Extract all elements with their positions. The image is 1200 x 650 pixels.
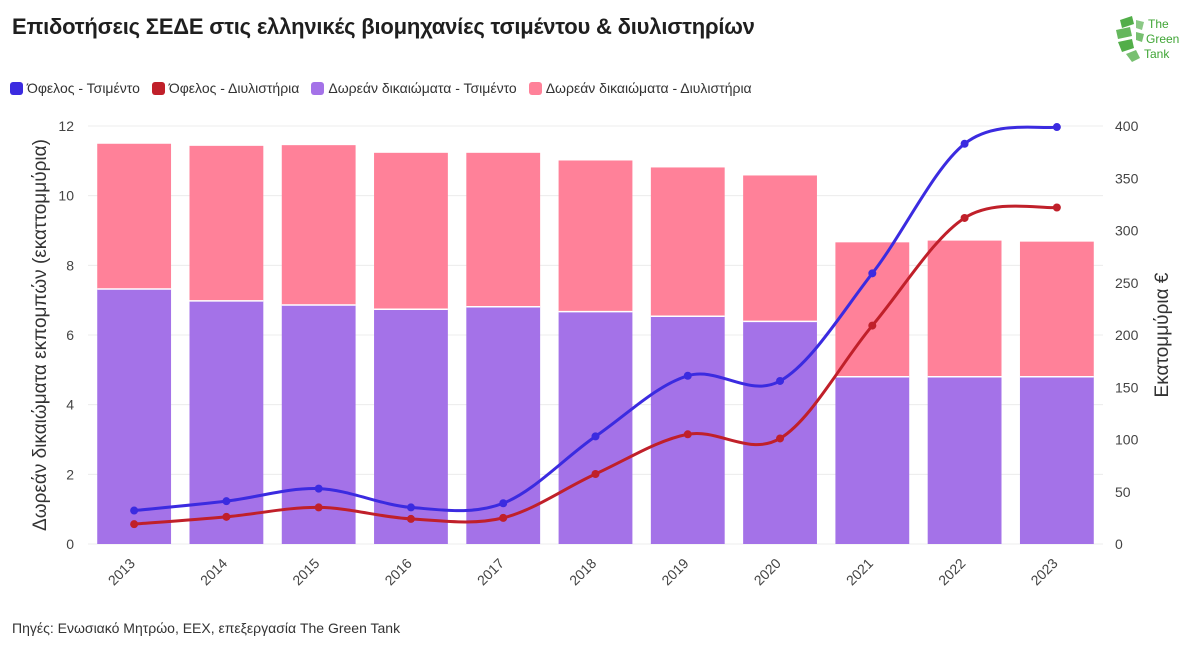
legend-swatch-refinery-benefit bbox=[151, 81, 165, 95]
bar-cement-allowances bbox=[743, 321, 817, 544]
y-tick-label: 0 bbox=[66, 536, 74, 552]
chart-title: Επιδοτήσεις ΣΕΔΕ στις ελληνικές βιομηχαν… bbox=[12, 14, 755, 39]
point-refinery-benefit bbox=[130, 520, 139, 529]
legend-swatch-refinery-allowances bbox=[528, 81, 542, 95]
point-cement-benefit bbox=[1052, 123, 1061, 132]
y2-tick-label: 350 bbox=[1115, 170, 1139, 186]
point-cement-benefit bbox=[130, 506, 139, 515]
point-refinery-benefit bbox=[406, 514, 415, 523]
point-cement-benefit bbox=[314, 484, 323, 493]
bar-refinery-allowances bbox=[97, 143, 172, 290]
y2-axis-title: Εκατομμύρια € bbox=[1152, 272, 1173, 397]
x-tick-label: 2023 bbox=[1027, 555, 1060, 588]
point-refinery-benefit bbox=[683, 430, 692, 439]
point-refinery-benefit bbox=[1052, 203, 1061, 212]
y-tick-label: 4 bbox=[66, 397, 74, 413]
bar-refinery-allowances bbox=[743, 175, 817, 322]
x-tick-label: 2014 bbox=[197, 555, 230, 588]
y-tick-label: 8 bbox=[66, 257, 74, 273]
bar-refinery-allowances bbox=[650, 167, 725, 317]
point-cement-benefit bbox=[406, 503, 415, 512]
legend-label-refinery-benefit: Όφελος - Διυλιστήρια bbox=[168, 80, 300, 96]
point-refinery-benefit bbox=[776, 434, 785, 443]
y2-tick-label: 0 bbox=[1115, 536, 1123, 552]
source-note: Πηγές: Ενωσιακό Μητρώο, EEX, επεξεργασία… bbox=[12, 620, 401, 636]
bar-cement-allowances bbox=[558, 311, 633, 544]
point-cement-benefit bbox=[960, 139, 969, 148]
bar-refinery-allowances bbox=[466, 152, 541, 307]
y2-tick-label: 300 bbox=[1115, 223, 1139, 239]
x-tick-label: 2020 bbox=[751, 555, 784, 588]
y2-tick-label: 150 bbox=[1115, 379, 1139, 395]
bar-refinery-allowances bbox=[1019, 241, 1094, 377]
point-cement-benefit bbox=[222, 497, 231, 506]
point-cement-benefit bbox=[868, 269, 877, 278]
x-tick-label: 2022 bbox=[935, 555, 968, 588]
point-refinery-benefit bbox=[868, 321, 877, 330]
point-cement-benefit bbox=[683, 371, 692, 380]
legend-label-cement-benefit: Όφελος - Τσιμέντο bbox=[27, 80, 140, 96]
legend-item-refinery-allowances[interactable]: Δωρεάν δικαιώματα - Διυλιστήρια bbox=[528, 80, 752, 96]
bar-refinery-allowances bbox=[189, 145, 264, 301]
point-refinery-benefit bbox=[591, 469, 600, 478]
x-tick-label: 2013 bbox=[105, 555, 138, 588]
point-refinery-benefit bbox=[960, 213, 969, 222]
line-cement-benefit bbox=[133, 125, 1058, 513]
y2-tick-label: 250 bbox=[1115, 275, 1139, 291]
chart-legend: Όφελος - Τσιμέντο Όφελος - Διυλιστήρια Δ… bbox=[10, 80, 756, 96]
bar-cement-allowances bbox=[1019, 376, 1094, 544]
x-tick-label: 2016 bbox=[381, 555, 414, 588]
green-tank-logo: The Green Tank bbox=[1116, 16, 1179, 62]
x-tick-label: 2019 bbox=[658, 555, 691, 588]
y-tick-label: 12 bbox=[58, 118, 74, 134]
y-tick-label: 6 bbox=[66, 327, 74, 343]
point-refinery-benefit bbox=[314, 503, 323, 512]
point-cement-benefit bbox=[499, 499, 508, 508]
line-refinery-benefit bbox=[134, 204, 1058, 526]
bar-cement-allowances bbox=[97, 289, 172, 544]
legend-label-refinery-allowances: Δωρεάν δικαιώματα - Διυλιστήρια bbox=[545, 80, 752, 96]
point-cement-benefit bbox=[776, 376, 785, 385]
bar-refinery-allowances bbox=[558, 160, 633, 312]
y2-tick-label: 200 bbox=[1115, 327, 1139, 343]
x-tick-label: 2017 bbox=[474, 555, 507, 588]
y-tick-label: 2 bbox=[66, 466, 74, 482]
x-tick-label: 2021 bbox=[843, 555, 876, 588]
legend-swatch-cement-allowances bbox=[311, 81, 325, 95]
y-tick-label: 10 bbox=[58, 188, 74, 204]
svg-text:Green: Green bbox=[1146, 32, 1179, 46]
legend-swatch-cement-benefit bbox=[10, 81, 23, 95]
point-cement-benefit bbox=[591, 432, 600, 441]
svg-text:Tank: Tank bbox=[1144, 47, 1170, 61]
legend-item-cement-allowances[interactable]: Δωρεάν δικαιώματα - Τσιμέντο bbox=[311, 80, 517, 96]
x-tick-label: 2015 bbox=[289, 555, 322, 588]
y2-tick-label: 100 bbox=[1115, 432, 1139, 448]
y-axis-title: Δωρεάν δικαιώματα εκπομπών (εκαττομμύρια… bbox=[30, 139, 51, 531]
bar-cement-allowances bbox=[650, 316, 725, 544]
svg-text:The: The bbox=[1148, 17, 1169, 31]
point-refinery-benefit bbox=[222, 512, 231, 521]
bar-cement-allowances bbox=[189, 300, 264, 544]
bar-refinery-allowances bbox=[927, 240, 1002, 377]
legend-item-refinery-benefit[interactable]: Όφελος - Διυλιστήρια bbox=[151, 80, 300, 96]
point-refinery-benefit bbox=[499, 513, 508, 522]
bar-refinery-allowances bbox=[374, 152, 448, 310]
bar-refinery-allowances bbox=[835, 242, 910, 377]
bar-cement-allowances bbox=[835, 376, 910, 544]
x-tick-label: 2018 bbox=[566, 555, 599, 588]
legend-item-cement-benefit[interactable]: Όφελος - Τσιμέντο bbox=[10, 80, 140, 96]
bar-cement-allowances bbox=[927, 376, 1002, 544]
y2-tick-label: 400 bbox=[1115, 118, 1139, 134]
leaf-icon bbox=[1116, 16, 1144, 62]
y2-tick-label: 50 bbox=[1115, 484, 1131, 500]
legend-label-cement-allowances: Δωρεάν δικαιώματα - Τσιμέντο bbox=[328, 80, 517, 96]
bar-refinery-allowances bbox=[281, 145, 356, 306]
